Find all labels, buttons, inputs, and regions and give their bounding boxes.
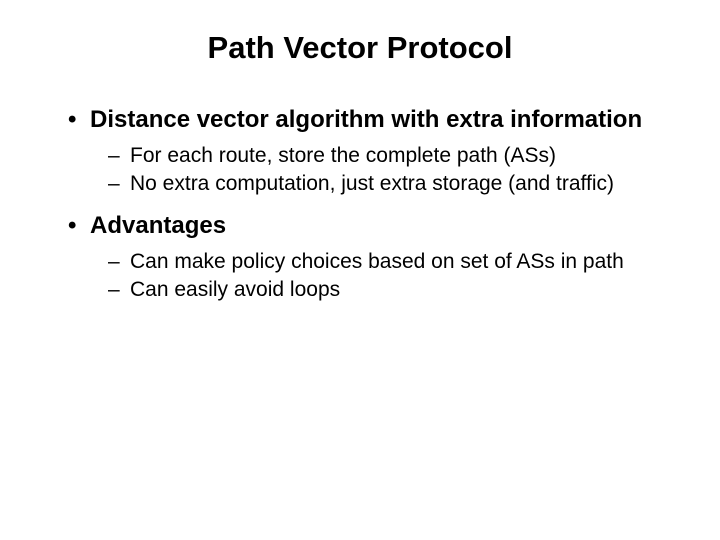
sub-list: For each route, store the complete path … (60, 144, 660, 196)
sub-text: Can easily avoid loops (130, 278, 340, 301)
sub-list: Can make policy choices based on set of … (60, 250, 660, 302)
bullet-text: Advantages (90, 212, 226, 239)
sub-text: No extra computation, just extra storage… (130, 172, 614, 195)
sub-item: Can make policy choices based on set of … (60, 250, 660, 274)
sub-item: No extra computation, just extra storage… (60, 172, 660, 196)
sub-text: Can make policy choices based on set of … (130, 250, 624, 273)
sub-text: For each route, store the complete path … (130, 144, 556, 167)
bullet-item: Distance vector algorithm with extra inf… (60, 106, 660, 134)
sub-item: For each route, store the complete path … (60, 144, 660, 168)
bullet-text: Distance vector algorithm with extra inf… (90, 106, 642, 133)
slide-title: Path Vector Protocol (60, 30, 660, 66)
sub-item: Can easily avoid loops (60, 278, 660, 302)
bullet-item: Advantages (60, 212, 660, 240)
bullet-list: Distance vector algorithm with extra inf… (60, 106, 660, 302)
